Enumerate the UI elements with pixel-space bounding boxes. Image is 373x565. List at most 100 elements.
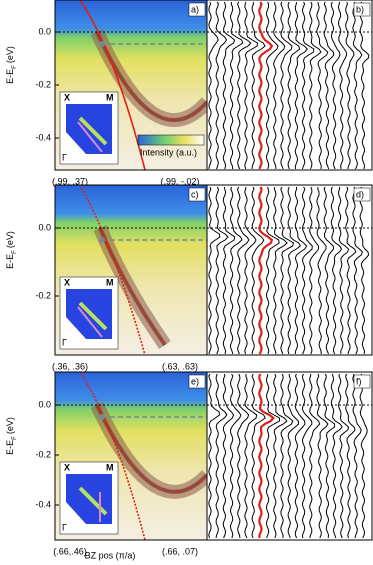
edc-curve [244,1,258,170]
edc-curve [222,373,235,539]
inset-slice [77,306,103,338]
y-tick-label: -0.4 [35,132,51,142]
x-tick-label: (.36, .36) [52,361,88,371]
edc-curve [280,186,295,355]
colorbar [137,134,205,146]
edc-curve [215,1,228,170]
panel-label: d) [356,189,364,199]
edc-curve [229,186,243,355]
edc-curve [265,374,280,539]
inset-g: Γ [62,337,67,347]
edc-curve [251,186,265,355]
y-tick-label: 0.0 [38,399,51,409]
y-axis-label-part: (eV) [5,46,15,63]
x-tick-label: (.63, .63) [162,361,198,371]
edc-curve [273,186,288,355]
panel-row: X M Γa) b) 0.0 -0.2 -0.4 (.99, .37) (.99, -.02) E… [5,0,373,186]
edc-curve [208,373,220,539]
edc-curve [287,1,301,170]
panel-row: X M Γc) d) 0.0 -0.2 (.36, .36) (.63, .63) E-EF (e… [5,184,373,371]
edc-curve [208,186,221,355]
marker [99,237,105,243]
y-axis-label: E-EF (eV) [5,417,17,455]
edc-curve [215,186,229,355]
edc-curve [316,186,327,355]
edc-curve [294,1,308,170]
panel-label: a) [191,4,199,14]
edc-curve [294,373,306,539]
edc-curve [237,373,250,539]
edc-curve [359,186,370,355]
edc-curve [345,373,356,539]
edc-curve [352,1,363,170]
edc-curve [301,1,315,170]
inset-g: Γ [62,152,67,162]
y-tick-label: -0.2 [35,290,51,300]
edc-curve [337,187,350,355]
edc-curve [215,373,228,539]
edc-curve [280,1,293,170]
y-tick-label: -0.2 [35,79,51,89]
edc-curve [323,186,335,355]
edc-curve [229,373,242,539]
edc-curve [251,373,266,539]
label-bg [353,374,371,389]
label-bg [188,2,206,17]
x-axis-label: BZ pos (π/a) [85,550,136,560]
y-axis-label-part: E-E [5,254,15,269]
inset-slice [77,121,103,153]
y-tick-label: 0.0 [38,222,51,232]
label-bg [353,187,371,202]
y-axis-label-part: F [12,436,18,440]
y-axis-label-part: E-E [5,440,15,455]
panel-label: c) [191,189,199,199]
x-tick-label: (.99, .37) [52,176,88,186]
edc-curve [294,186,308,355]
panel-label: e) [191,376,199,386]
edc-curve [359,373,368,539]
inset-x: X [64,462,70,472]
x-tick-label: (.99, -.02) [160,176,199,186]
edc-curve [287,186,301,355]
edc-curve [330,186,343,355]
edc-curve [237,1,252,170]
panel-row: X M Γe) f) 0.0 -0.2 -0.4 (.66,.46) (.66, .07) E-E… [5,371,373,556]
y-axis-label-part: E-E [5,69,15,84]
edc-curve [251,1,266,170]
fit-line [79,371,146,541]
edc-curve [301,373,313,539]
edc-curve [323,1,335,170]
inset-cut [78,486,108,516]
y-axis-label-part: (eV) [5,231,15,248]
inset-x: X [64,92,70,102]
edc-curve [337,1,348,170]
edc-bg [206,184,373,356]
marker [99,41,105,47]
edc-curve [273,373,288,539]
label-bg [353,2,371,17]
edc-curve [359,1,370,170]
inset-cut [78,301,108,331]
inset-m: M [106,277,114,287]
edc-curve [316,1,329,170]
y-axis-label: E-EF (eV) [5,46,17,84]
label-bg [188,374,206,389]
y-tick-label: -0.4 [35,499,51,509]
edc-curve [237,186,250,355]
edc-curve [352,186,363,355]
edc-curve [208,1,219,170]
edc-highlight [258,373,275,539]
edc-curve [309,373,321,539]
edc-curve [316,373,329,539]
colorbar-label: Intensity (a.u.) [140,147,197,157]
edc-curve [244,186,257,355]
edc-curve [265,186,280,355]
edc-curve [229,1,244,170]
y-tick-label: 0.0 [38,26,51,36]
panel-label: f) [356,376,362,386]
edc-curve [345,186,357,355]
edc-curve [273,1,286,169]
panel-label: b) [356,4,364,14]
marker [99,414,105,420]
y-axis-label-part: (eV) [5,417,15,434]
